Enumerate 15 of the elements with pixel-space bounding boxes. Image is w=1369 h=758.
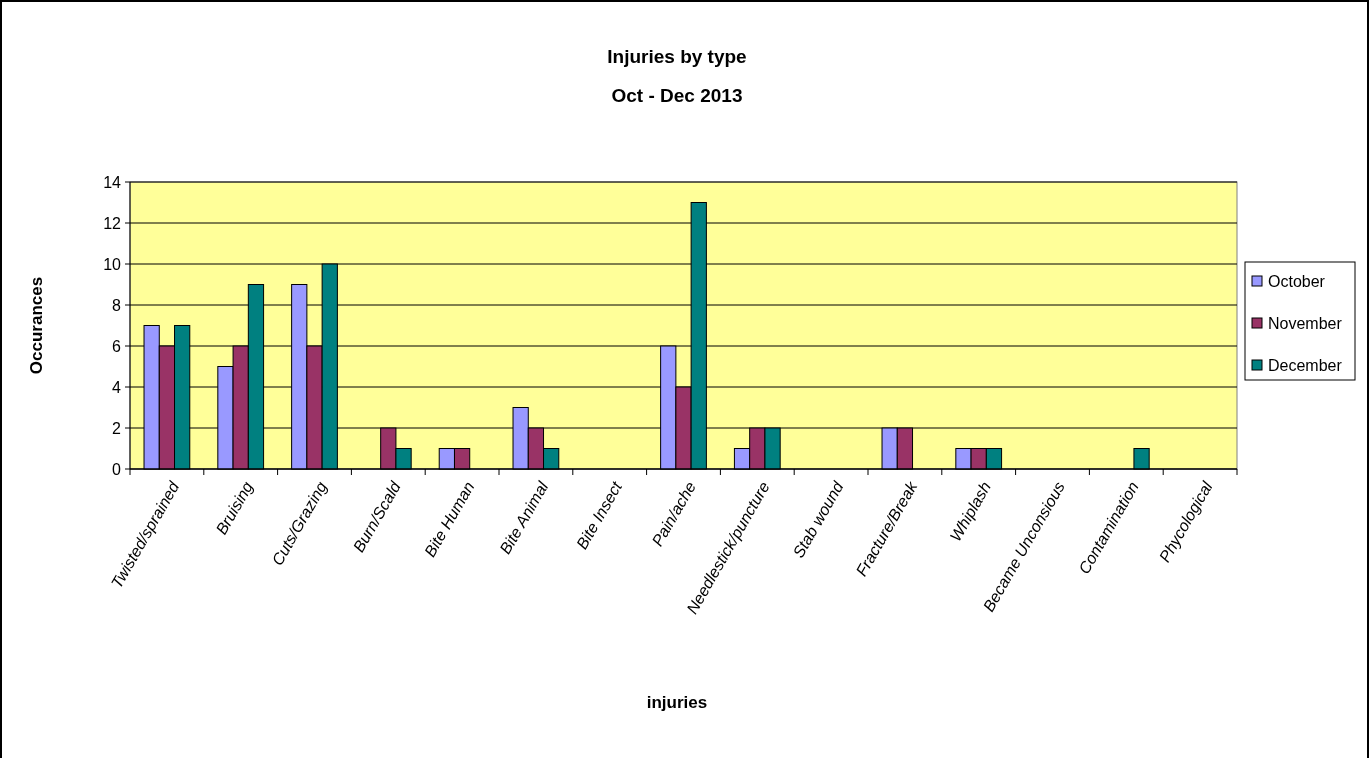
y-tick-label: 8 xyxy=(112,296,122,314)
legend-label: December xyxy=(1268,356,1343,374)
y-tick-label: 2 xyxy=(112,419,122,437)
x-axis-title: injuries xyxy=(646,693,708,712)
y-tick-label: 14 xyxy=(103,173,122,191)
chart-title: Injuries by type xyxy=(607,46,747,67)
y-tick-label: 0 xyxy=(112,460,122,478)
y-axis-title: Occurances xyxy=(27,276,46,375)
legend-label: November xyxy=(1268,314,1343,332)
y-tick-label: 10 xyxy=(103,255,122,273)
legend-label: October xyxy=(1268,272,1326,290)
y-tick-label: 4 xyxy=(112,378,122,396)
y-tick-label: 6 xyxy=(112,337,122,355)
chart-subtitle: Oct - Dec 2013 xyxy=(611,85,743,106)
y-tick-label: 12 xyxy=(103,214,122,232)
